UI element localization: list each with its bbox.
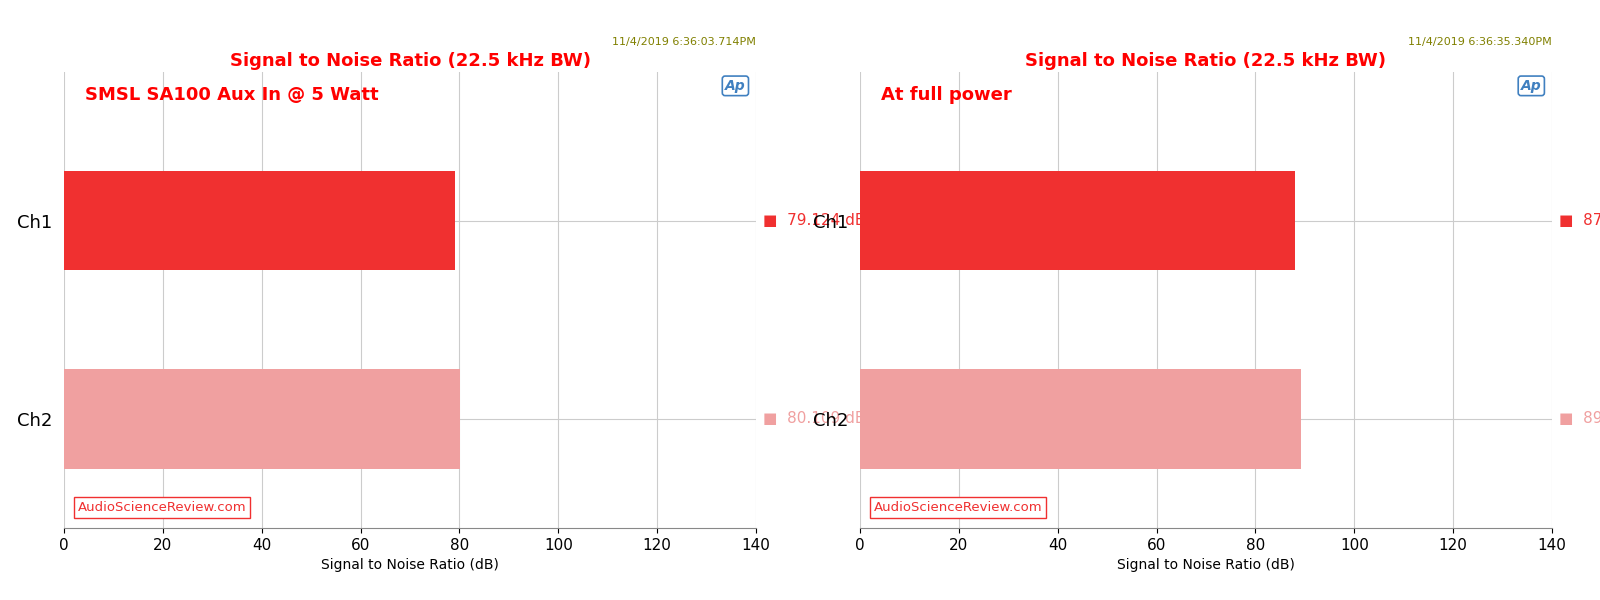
Title: Signal to Noise Ratio (22.5 kHz BW): Signal to Noise Ratio (22.5 kHz BW) [1026,52,1387,70]
Text: AudioScienceReview.com: AudioScienceReview.com [874,502,1042,514]
Text: SMSL SA100 Aux In @ 5 Watt: SMSL SA100 Aux In @ 5 Watt [85,86,378,104]
Bar [64,171,454,270]
Text: 11/4/2019 6:36:03.714PM: 11/4/2019 6:36:03.714PM [613,37,757,47]
Text: ■  79.124 dB: ■ 79.124 dB [763,213,866,228]
Text: ■  89.316 dB: ■ 89.316 dB [1558,412,1600,427]
Text: ■  87.917 dB: ■ 87.917 dB [1558,213,1600,228]
Bar [859,171,1294,270]
Text: At full power: At full power [880,86,1011,104]
Text: 11/4/2019 6:36:35.340PM: 11/4/2019 6:36:35.340PM [1408,37,1552,47]
X-axis label: Signal to Noise Ratio (dB): Signal to Noise Ratio (dB) [322,558,499,572]
Text: Ap: Ap [725,79,746,93]
Text: AudioScienceReview.com: AudioScienceReview.com [78,502,246,514]
Bar [64,370,461,469]
Bar [859,370,1301,469]
Text: ■  80.109 dB: ■ 80.109 dB [763,412,866,427]
X-axis label: Signal to Noise Ratio (dB): Signal to Noise Ratio (dB) [1117,558,1294,572]
Text: Ap: Ap [1522,79,1542,93]
Title: Signal to Noise Ratio (22.5 kHz BW): Signal to Noise Ratio (22.5 kHz BW) [229,52,590,70]
